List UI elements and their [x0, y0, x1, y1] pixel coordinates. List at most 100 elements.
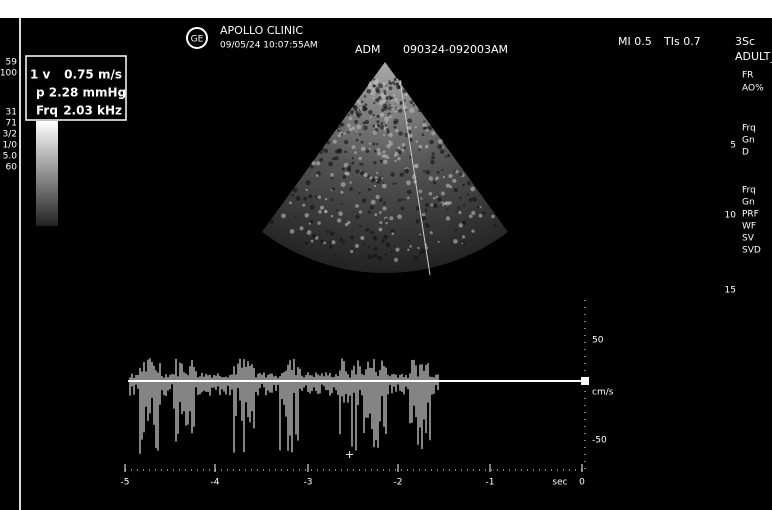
speckle-dot [304, 213, 309, 218]
speckle-dot [373, 161, 377, 165]
speckle-dot [454, 228, 458, 232]
speckle-dot [398, 108, 403, 113]
speckle-dot [390, 92, 395, 97]
speckle-dot [452, 178, 457, 184]
speckle-dot [358, 112, 363, 117]
speckle-dot [331, 240, 336, 245]
speckle-dot [363, 173, 368, 178]
right-menu-item: SVD [742, 246, 761, 256]
speckle-dot [445, 183, 451, 188]
speckle-dot [367, 245, 371, 249]
left-scale-label: 1/0 [3, 141, 18, 151]
speckle-dot [374, 176, 378, 179]
speckle-dot [341, 202, 344, 205]
speckle-dot [391, 83, 395, 87]
speckle-dot [414, 126, 418, 129]
speckle-dot [383, 82, 386, 85]
speckle-dot [359, 170, 365, 176]
speckle-dot [269, 220, 274, 225]
speckle-dot [354, 243, 360, 249]
left-scale-label: 71 [6, 119, 17, 129]
speckle-dot [420, 197, 423, 200]
speckle-dot [294, 215, 297, 218]
speckle-dot [440, 149, 445, 154]
speckle-dot [331, 198, 334, 202]
speckle-dot [315, 174, 319, 177]
speckle-dot [340, 182, 346, 188]
left-scale-label: 31 [6, 108, 17, 118]
speckle-dot [424, 208, 428, 212]
speckle-dot [399, 172, 405, 177]
speckle-dot [425, 144, 429, 148]
speckle-dot [338, 127, 341, 131]
speckle-dot [377, 151, 382, 156]
exam-id: 090324-092003AM [403, 43, 508, 56]
speckle-dot [295, 195, 301, 201]
speckle-dot [404, 92, 408, 97]
speckle-dot [291, 193, 295, 197]
time-label: -4 [211, 478, 220, 488]
speckle-dot [444, 155, 447, 158]
speckle-dot [425, 202, 429, 207]
speckle-dot [392, 120, 398, 126]
velocity-bottom: -50 [592, 436, 607, 446]
right-menu-item: FR [742, 71, 753, 81]
speckle-dot [373, 149, 377, 153]
speckle-dot [421, 133, 425, 137]
speckle-dot [367, 210, 371, 214]
velocity: 0.75 m/s [64, 68, 122, 82]
speckle-dot [334, 156, 339, 161]
speckle-dot [317, 195, 321, 199]
speckle-dot [482, 211, 486, 215]
speckle-dot [445, 201, 450, 206]
speckle-dot [388, 132, 393, 138]
speckle-dot [311, 161, 316, 166]
speckle-dot [349, 109, 355, 115]
speckle-dot [415, 140, 418, 143]
frequency: 2.03 kHz [63, 104, 122, 118]
speckle-dot [330, 173, 334, 177]
speckle-dot [392, 107, 398, 113]
speckle-dot [379, 211, 382, 214]
speckle-dot [380, 177, 384, 180]
speckle-dot [382, 150, 386, 154]
speckle-dot [417, 108, 422, 113]
speckle-dot [372, 114, 375, 117]
speckle-dot [339, 131, 343, 135]
speckle-dot [422, 123, 427, 128]
speckle-dot [376, 79, 379, 82]
speckle-dot [472, 196, 477, 202]
speckle-dot [412, 104, 416, 107]
speckle-dot [401, 143, 406, 147]
speckle-dot [358, 191, 361, 195]
speckle-dot [371, 86, 377, 92]
speckle-dot [362, 125, 368, 131]
speckle-dot [387, 106, 392, 111]
speckle-dot [349, 181, 352, 184]
velocity-top: 50 [592, 336, 604, 346]
speckle-dot [421, 213, 426, 217]
speckle-dot [374, 124, 378, 128]
speckle-dot [379, 102, 383, 106]
right-menu-item: WF [742, 222, 756, 232]
speckle-dot [376, 114, 380, 118]
speckle-dot [356, 113, 359, 117]
speckle-dot [337, 133, 342, 138]
speckle-dot [358, 156, 362, 161]
right-menu-item: Gn [742, 136, 755, 146]
speckle-dot [305, 229, 308, 232]
speckle-dot [362, 121, 366, 125]
speckle-dot [310, 220, 314, 224]
speckle-dot [367, 187, 371, 192]
speckle-dot [292, 187, 298, 193]
speckle-dot [442, 176, 446, 179]
speckle-dot [372, 142, 376, 146]
speckle-dot [390, 250, 393, 253]
speckle-dot [459, 172, 463, 177]
speckle-dot [355, 169, 360, 174]
right-menu-item: D [742, 148, 749, 158]
speckle-dot [372, 235, 376, 239]
speckle-dot [386, 143, 391, 149]
top-margin [0, 0, 772, 18]
